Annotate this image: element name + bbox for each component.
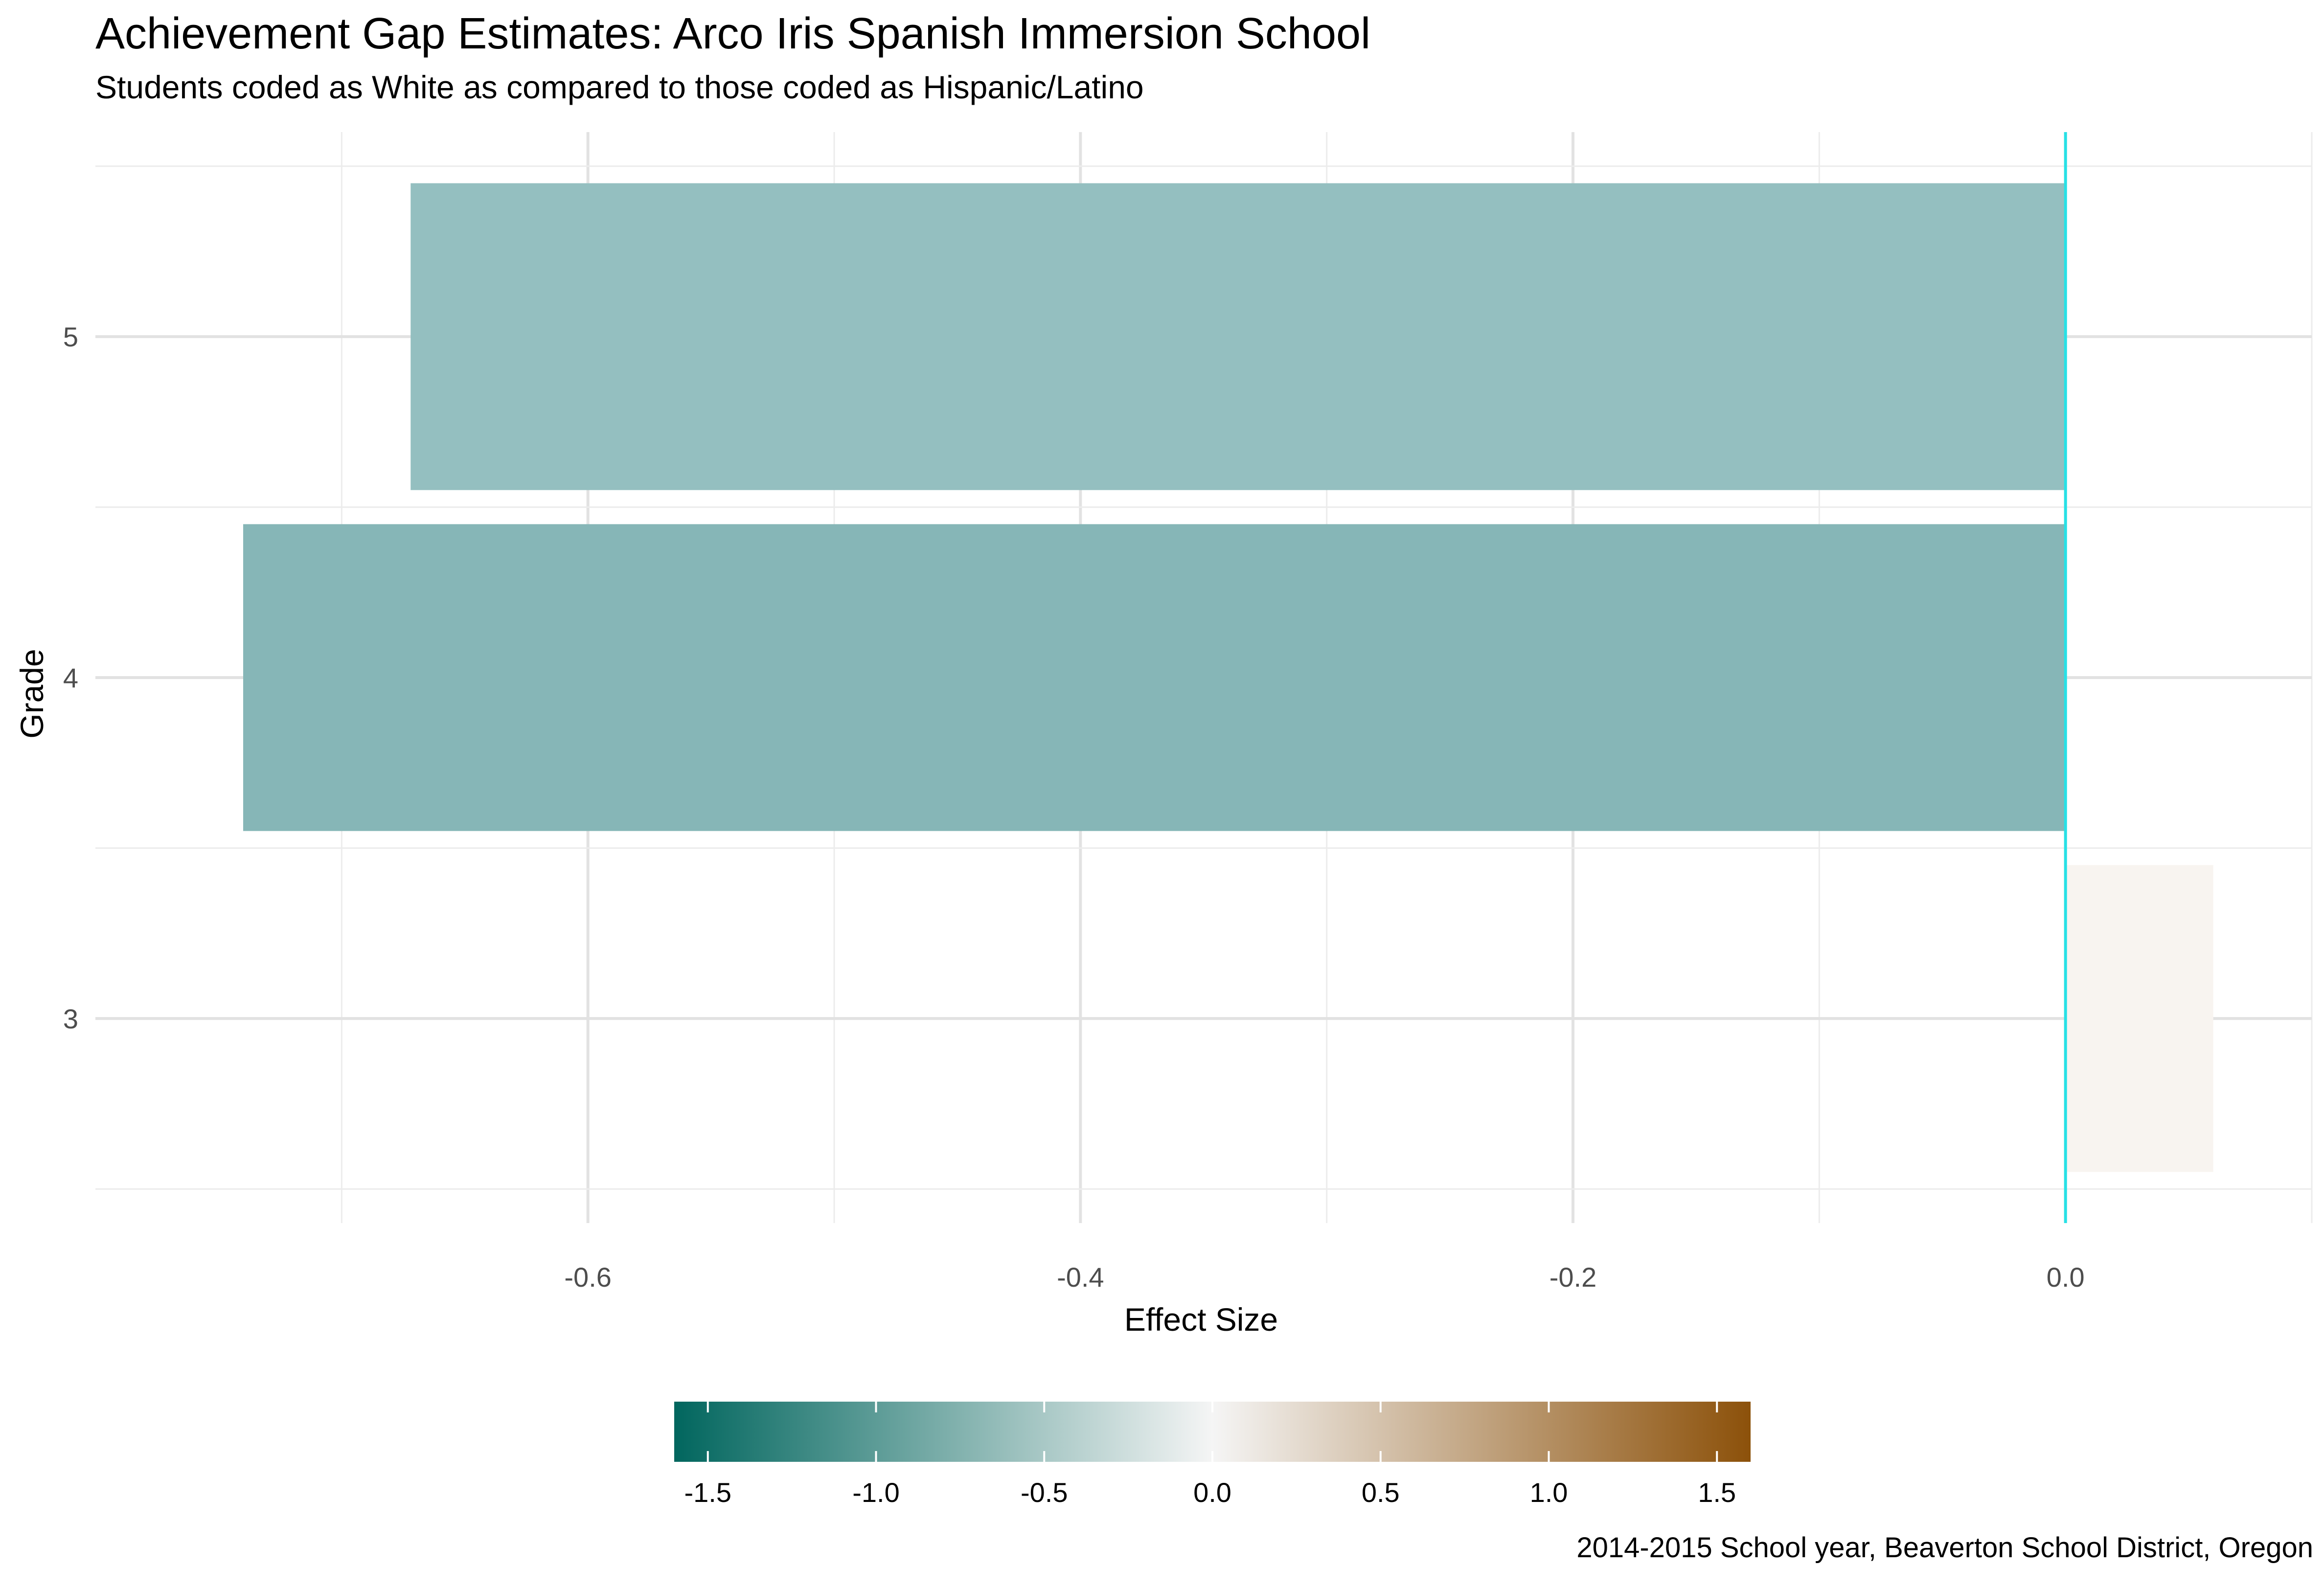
bar-grade-4 (243, 524, 2066, 831)
y-tick-label: 4 (63, 662, 78, 693)
axes: Effect Size Grade -0.6 -0.4 -0.2 0.0 3 4 5 (14, 321, 2085, 1338)
colorbar-tick-label: 1.5 (1698, 1477, 1736, 1508)
colorbar-tick-label: 0.0 (1193, 1477, 1231, 1508)
x-tick-label: -0.6 (564, 1262, 612, 1293)
chart-title: Achievement Gap Estimates: Arco Iris Spa… (95, 9, 1371, 58)
chart-subtitle: Students coded as White as compared to t… (95, 69, 1144, 105)
chart-caption: 2014-2015 School year, Beaverton School … (1576, 1532, 2313, 1564)
colorbar-tick-label: 1.0 (1530, 1477, 1568, 1508)
y-axis-title: Grade (14, 649, 50, 738)
colorbar-tick-label: -0.5 (1021, 1477, 1068, 1508)
colorbar-legend: -1.5 -1.0 -0.5 0.0 0.5 1.0 1.5 (674, 1402, 1751, 1508)
y-tick-label: 5 (63, 321, 78, 352)
colorbar-tick-label: -1.5 (684, 1477, 732, 1508)
bar-grade-5 (410, 183, 2066, 490)
y-tick-label: 3 (63, 1003, 78, 1034)
x-axis-title: Effect Size (1124, 1301, 1278, 1338)
x-tick-label: -0.2 (1549, 1262, 1597, 1293)
colorbar-tick-label: -1.0 (852, 1477, 900, 1508)
colorbar-tick-label: 0.5 (1362, 1477, 1400, 1508)
bars (243, 183, 2213, 1172)
bar-grade-3 (2065, 865, 2213, 1172)
x-tick-label: -0.4 (1057, 1262, 1104, 1293)
x-tick-label: 0.0 (2047, 1262, 2085, 1293)
